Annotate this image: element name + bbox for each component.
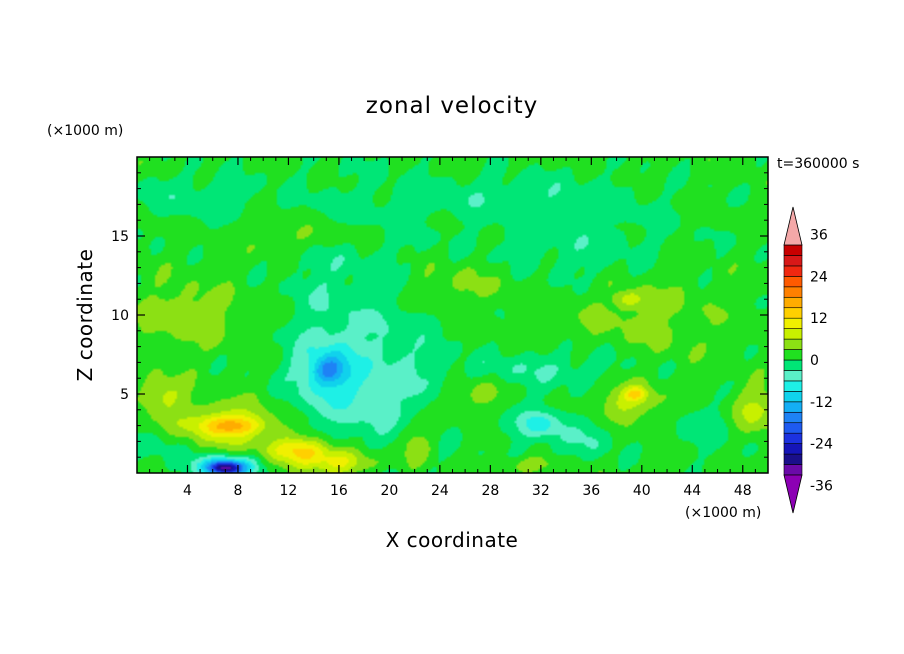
y-axis-label: Z coordinate [73,249,97,382]
colorbar-label: -24 [810,437,833,453]
x-tick-label: 28 [481,483,499,499]
x-tick-label: 48 [734,483,752,499]
y-tick-label: 15 [111,229,129,245]
x-tick-label: 40 [633,483,651,499]
colorbar-label: 36 [810,228,828,244]
colorbar-label: 24 [810,269,828,285]
colorbar-label: 12 [810,311,828,327]
colorbar-segment [783,422,803,434]
x-tick-label: 44 [683,483,701,499]
colorbar-segment [783,453,803,465]
x-tick-label: 4 [183,483,192,499]
colorbar-label: -12 [810,395,833,411]
x-tick-label: 36 [582,483,600,499]
x-unit-label: (×1000 m) [685,505,761,521]
colorbar-segment [783,370,803,382]
colorbar-segment [783,432,803,444]
colorbar-segment [783,401,803,413]
x-tick-label: 16 [330,483,348,499]
colorbar-segment [783,380,803,392]
x-tick-label: 24 [431,483,449,499]
x-tick-label: 12 [280,483,298,499]
colorbar-segment [783,464,803,476]
colorbar: 36 24 12 0 -12 -24 -36 [783,206,833,514]
colorbar-segment [783,307,803,319]
colorbar-segment [783,255,803,267]
chart-title: zonal velocity [366,93,538,119]
x-tick-label: 20 [380,483,398,499]
colorbar-segment [783,244,803,256]
colorbar-segment [783,443,803,455]
colorbar-segment [783,328,803,340]
colorbar-segment [783,359,803,371]
velocity-field [137,157,768,473]
x-tick-label: 8 [233,483,242,499]
colorbar-label: -36 [810,478,833,494]
colorbar-segment [783,286,803,298]
y-tick-label: 10 [111,308,129,324]
x-axis-label: X coordinate [386,528,519,552]
y-tick-label: 5 [120,387,129,403]
colorbar-segment [783,349,803,361]
colorbar-segment [783,317,803,329]
colorbar-over-arrow [783,206,803,246]
colorbar-segment [783,276,803,288]
colorbar-under-arrow [783,474,803,514]
colorbar-segment [783,265,803,277]
colorbar-segment [783,296,803,309]
y-unit-label: (×1000 m) [47,123,123,139]
x-tick-label: 32 [532,483,550,499]
colorbar-segment [783,338,803,350]
time-label: t=360000 s [777,156,859,172]
colorbar-label: 0 [810,353,819,369]
x-axis: 4 8 12 16 20 24 28 32 36 40 44 48 [149,157,756,499]
plot-area [137,157,768,473]
y-axis: 5 10 15 [111,172,768,458]
colorbar-segment [783,391,803,403]
colorbar-segment [783,411,803,424]
